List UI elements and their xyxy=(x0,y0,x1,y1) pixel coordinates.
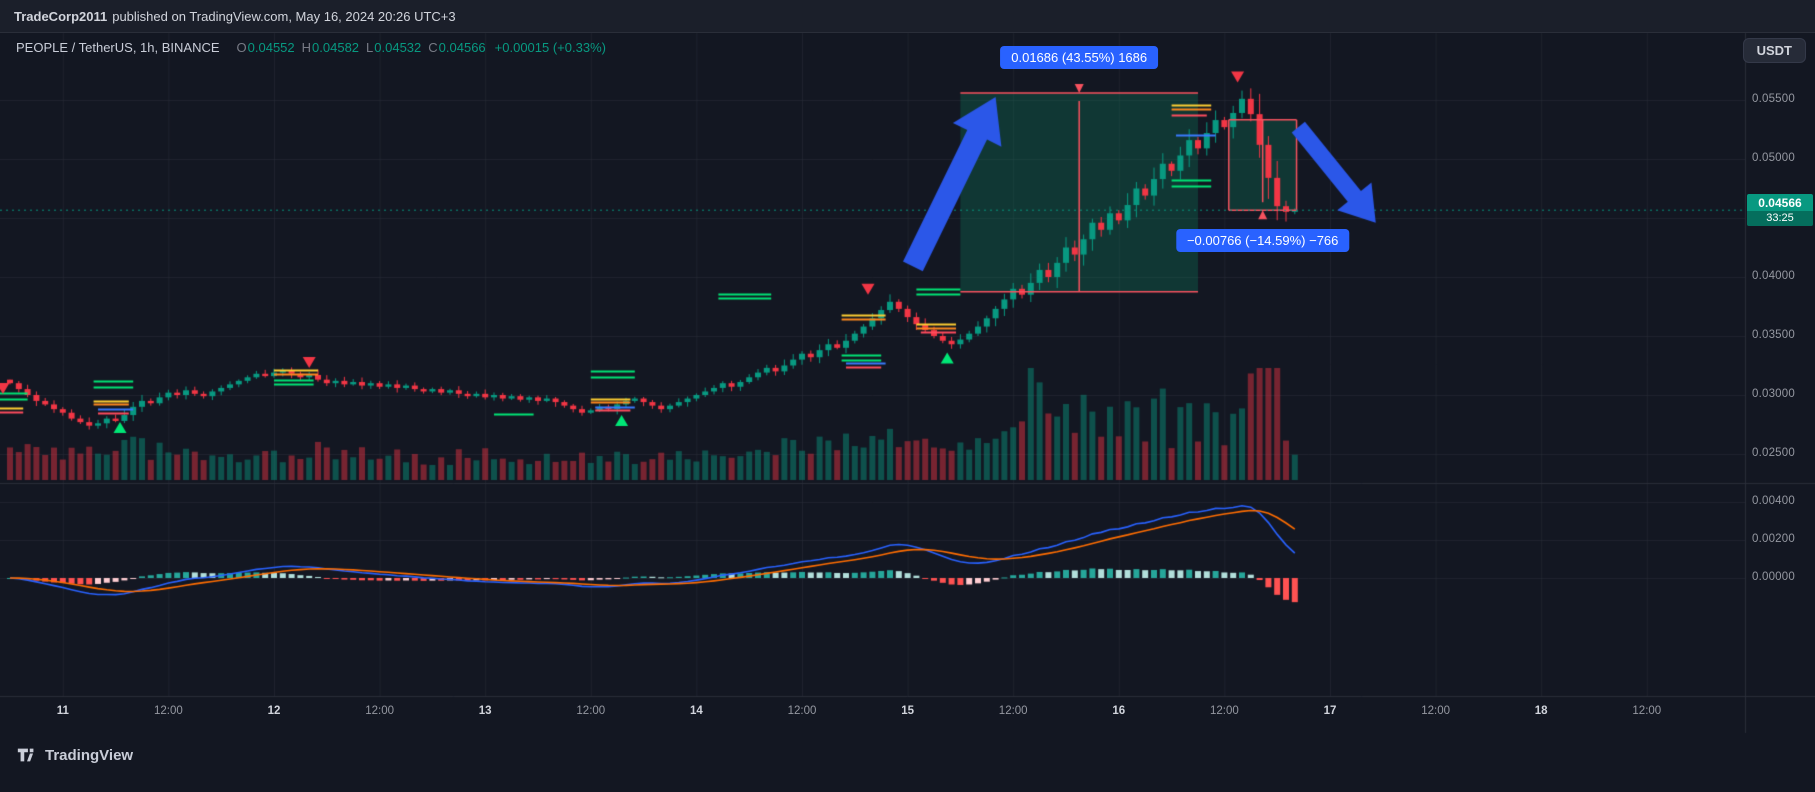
indicator-axis-label: 0.00400 xyxy=(1752,495,1795,507)
price-axis-label: 0.05500 xyxy=(1752,93,1795,105)
symbol-title[interactable]: PEOPLE / TetherUS, 1h, BINANCE xyxy=(16,40,220,55)
ohlc-open-value: 0.04552 xyxy=(247,40,295,55)
time-axis-label: 12:00 xyxy=(998,705,1028,717)
last-price-badge: 0.04566 33:25 xyxy=(1747,194,1813,227)
publish-info: published on TradingView.com, May 16, 20… xyxy=(112,8,456,24)
indicator-axis-label: 0.00000 xyxy=(1752,571,1795,583)
price-axis-label: 0.04000 xyxy=(1752,270,1795,282)
quote-currency-button[interactable]: USDT xyxy=(1742,38,1806,63)
ohlc-close-label: C xyxy=(428,40,438,55)
symbol-legend[interactable]: PEOPLE / TetherUS, 1h, BINANCE O0.04552 H0… xyxy=(16,40,606,55)
price-axis-label: 0.05000 xyxy=(1752,152,1795,164)
price-range-label-down[interactable]: −0.00766 (−14.59%) −766 xyxy=(1175,229,1350,253)
time-axis-label: 12:00 xyxy=(576,705,606,717)
change-value: +0.00015 (+0.33%) xyxy=(494,40,606,55)
price-axis-label: 0.03500 xyxy=(1752,329,1795,341)
time-axis-label: 12 xyxy=(267,705,281,717)
time-axis-label: 12:00 xyxy=(154,705,183,717)
publisher-name: TradeCorp2011 xyxy=(14,8,108,24)
time-axis-label: 12:00 xyxy=(365,705,394,717)
time-axis-label: 11 xyxy=(56,705,69,717)
last-price-value: 0.04566 xyxy=(1758,196,1802,211)
ohlc-low-value: 0.04532 xyxy=(374,40,422,55)
time-axis-label: 12:00 xyxy=(1632,705,1662,717)
ohlc-high-label: H xyxy=(301,40,312,55)
time-axis-label: 12:00 xyxy=(1421,705,1450,717)
bar-countdown: 33:25 xyxy=(1747,211,1813,227)
publish-bar: TradeCorp2011 published on TradingView.c… xyxy=(0,0,1815,33)
time-axis-label: 12:00 xyxy=(787,705,817,717)
price-axis-label: 0.02500 xyxy=(1752,447,1795,459)
ohlc-open-label: O xyxy=(236,40,247,55)
time-axis-label: 17 xyxy=(1323,705,1337,717)
time-axis-label: 13 xyxy=(478,705,492,717)
time-axis-label: 12:00 xyxy=(1210,705,1239,717)
time-axis-label: 14 xyxy=(689,705,703,717)
price-range-label-up[interactable]: 0.01686 (43.55%) 1686 xyxy=(1000,45,1159,69)
time-axis-label: 16 xyxy=(1112,705,1126,717)
tradingview-logo[interactable]: TradingView xyxy=(16,744,133,766)
tradingview-logo-icon xyxy=(17,748,34,762)
time-axis-label: 18 xyxy=(1534,705,1548,717)
price-axis-label: 0.03000 xyxy=(1752,388,1795,400)
ohlc-high-value: 0.04582 xyxy=(312,40,360,55)
ohlc-close-value: 0.04566 xyxy=(438,40,486,55)
indicator-axis-label: 0.00200 xyxy=(1752,533,1795,545)
tradingview-logo-text: TradingView xyxy=(45,746,134,764)
time-axis-label: 15 xyxy=(901,705,914,717)
ohlc-low-label: L xyxy=(366,40,374,55)
